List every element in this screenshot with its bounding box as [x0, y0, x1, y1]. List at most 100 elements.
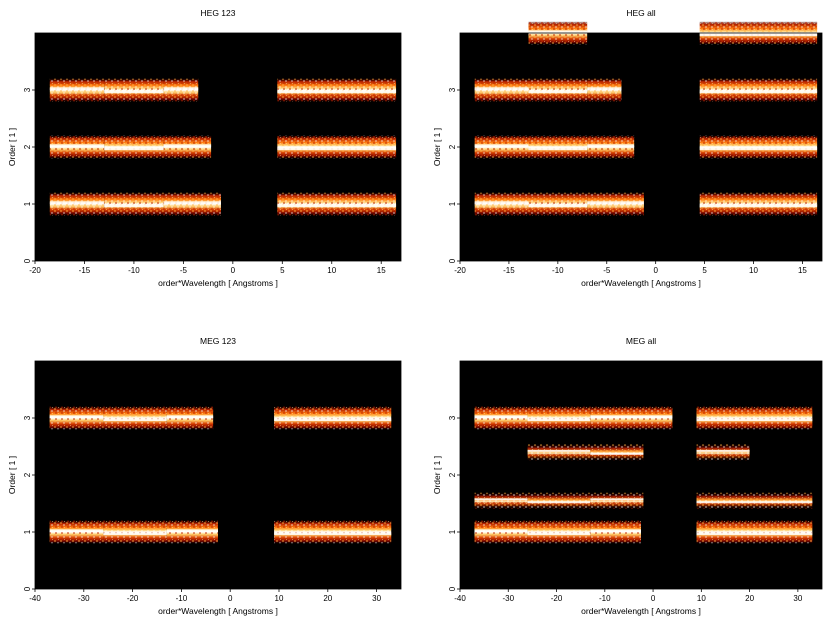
spectrum-segment	[527, 444, 591, 461]
x-axis-title: order*Wavelength [ Angstroms ]	[581, 278, 701, 288]
spectrum-segment	[277, 135, 397, 159]
spectrum-segment	[590, 406, 673, 430]
spectrum-segment	[528, 78, 588, 102]
y-axis-title: Order [ 1 ]	[7, 128, 17, 166]
x-axis-title: order*Wavelength [ Angstroms ]	[581, 606, 701, 616]
x-tick-label: -30	[502, 594, 514, 603]
spectrum-segment	[696, 406, 813, 430]
x-tick-label: 30	[372, 594, 381, 603]
x-tick-label: -15	[503, 266, 515, 275]
spectrum-segment	[699, 78, 818, 102]
spectrum-segment	[103, 406, 167, 430]
x-tick-label: 20	[323, 594, 332, 603]
spectrum-segment	[474, 406, 528, 430]
spectrum-segment	[103, 520, 167, 544]
spectrum-segment	[696, 520, 813, 544]
panel-0: HEG 123 -20 -15 -10 -5 0 5 10 15 0 1 2 3 order*Wavele…	[7, 8, 402, 288]
x-tick-label: -20	[29, 266, 41, 275]
spectrum-segment	[49, 406, 104, 430]
spectrum-segment	[696, 492, 813, 509]
y-tick-label: 1	[23, 201, 32, 206]
x-tick-label: 10	[749, 266, 758, 275]
x-tick-label: 15	[798, 266, 807, 275]
x-tick-label: -5	[603, 266, 611, 275]
x-tick-label: -40	[454, 594, 466, 603]
spectrum-segment	[474, 135, 529, 159]
x-tick-label: -15	[79, 266, 91, 275]
spectrum-segment	[274, 520, 392, 544]
plot-area	[35, 361, 401, 589]
x-tick-label: -10	[128, 266, 140, 275]
y-tick-label: 3	[23, 87, 32, 92]
y-tick-label: 3	[448, 415, 457, 420]
spectrum-segment	[587, 78, 622, 102]
x-tick-label: 10	[327, 266, 336, 275]
y-tick-label: 1	[448, 201, 457, 206]
x-tick-label: -40	[29, 594, 41, 603]
spectrum-segment	[590, 520, 641, 544]
y-axis-title: Order [ 1 ]	[432, 456, 442, 494]
x-tick-label: 30	[793, 594, 802, 603]
x-tick-label: 5	[280, 266, 285, 275]
x-tick-label: 15	[377, 266, 386, 275]
x-tick-label: 0	[228, 594, 233, 603]
spectrum-segment	[104, 192, 164, 216]
x-tick-label: -20	[454, 266, 466, 275]
y-tick-label: 2	[23, 472, 32, 477]
x-tick-label: 10	[275, 594, 284, 603]
x-tick-label: -20	[551, 594, 563, 603]
spectrum-segment	[104, 78, 164, 102]
y-tick-label: 3	[23, 415, 32, 420]
x-tick-label: 0	[653, 266, 658, 275]
y-tick-label: 2	[448, 144, 457, 149]
y-tick-label: 1	[448, 529, 457, 534]
spectrum-segment	[699, 135, 818, 159]
spectrum-segment	[277, 78, 397, 102]
y-tick-label: 0	[448, 586, 457, 591]
x-axis-title: order*Wavelength [ Angstroms ]	[158, 606, 278, 616]
spectrum-segment	[49, 520, 104, 544]
x-tick-label: 10	[697, 594, 706, 603]
y-tick-label: 3	[448, 87, 457, 92]
y-tick-label: 1	[23, 529, 32, 534]
spectrum-segment	[49, 135, 105, 159]
x-tick-label: -10	[176, 594, 188, 603]
spectrum-segment	[274, 406, 392, 430]
spectrum-segment	[166, 406, 214, 430]
spectrum-segment	[49, 192, 105, 216]
spectrum-segment	[699, 192, 818, 216]
panel-1: HEG all -20 -15 -10 -5 0 5 10 15 0 1 2 3 order*Wavele…	[432, 8, 823, 288]
spectrum-segment	[163, 78, 199, 102]
panel-title: HEG all	[626, 8, 655, 18]
spectrum-segment	[474, 78, 529, 102]
spectrum-segment	[474, 192, 529, 216]
x-tick-label: -5	[180, 266, 188, 275]
x-axis-title: order*Wavelength [ Angstroms ]	[158, 278, 278, 288]
spectrum-segment	[166, 520, 218, 544]
spectrum-segment	[474, 520, 528, 544]
spectrum-segment	[528, 135, 588, 159]
spectrum-segment	[590, 444, 644, 461]
spectrum-segment	[527, 492, 591, 509]
spectrum-segment	[49, 78, 105, 102]
spectrum-segment	[474, 492, 528, 509]
y-axis-title: Order [ 1 ]	[432, 128, 442, 166]
x-tick-label: -30	[78, 594, 90, 603]
panel-3: MEG all -40 -30 -20 -10 0 10 20 30 0 1 2 3 order*Wave…	[432, 336, 823, 616]
x-tick-label: -10	[552, 266, 564, 275]
y-tick-label: 2	[23, 144, 32, 149]
y-tick-label: 0	[23, 258, 32, 263]
x-tick-label: -20	[127, 594, 139, 603]
spectrum-segment	[587, 192, 644, 216]
panel-title: MEG 123	[200, 336, 236, 346]
x-tick-label: 0	[231, 266, 236, 275]
x-tick-label: 20	[745, 594, 754, 603]
panel-title: HEG 123	[201, 8, 236, 18]
panel-title: MEG all	[626, 336, 656, 346]
spectrum-segment	[527, 520, 591, 544]
y-axis-title: Order [ 1 ]	[7, 456, 17, 494]
spectrum-segment	[163, 135, 212, 159]
plot-area	[460, 361, 822, 589]
spectrum-segment	[277, 192, 397, 216]
